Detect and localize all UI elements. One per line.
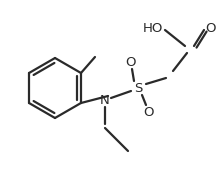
Text: S: S — [134, 82, 142, 95]
Text: N: N — [100, 94, 110, 107]
Text: O: O — [125, 56, 135, 69]
Text: O: O — [143, 106, 153, 119]
Text: HO: HO — [143, 22, 163, 35]
Text: O: O — [205, 22, 215, 35]
